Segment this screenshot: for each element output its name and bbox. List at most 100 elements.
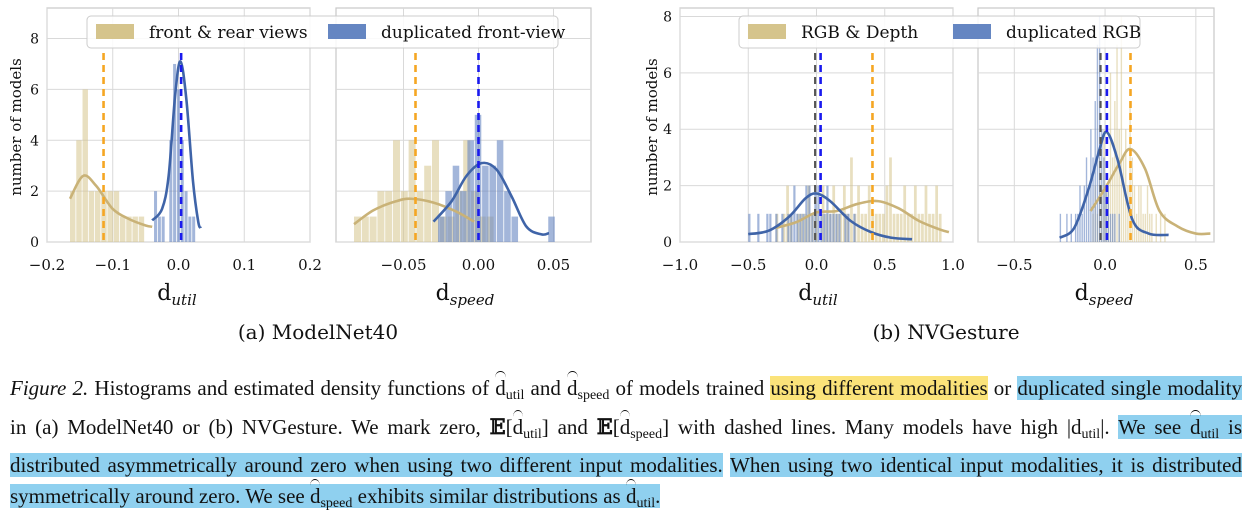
x-tick-label: 0.0 xyxy=(167,256,191,274)
highlight-yellow: using different modalities xyxy=(770,376,988,400)
histogram-bar-blue xyxy=(504,191,511,242)
caption-text: and xyxy=(548,414,597,439)
histogram-bar-blue xyxy=(1107,185,1109,242)
caption-text: with dashed lines. Many models have high xyxy=(669,414,1067,439)
histogram-bar-gold xyxy=(935,185,939,242)
histogram-bar-gold xyxy=(867,185,871,242)
histogram-bar-blue xyxy=(748,213,751,242)
histogram-bar-blue xyxy=(548,216,555,242)
caption-subscript: speed xyxy=(577,388,610,403)
caption-text: [ xyxy=(612,414,620,439)
histogram-bar-gold xyxy=(1149,213,1151,242)
histogram-bar-blue xyxy=(802,213,805,242)
x-tick-label: 0.5 xyxy=(1184,256,1208,274)
legend-swatch-gold xyxy=(748,24,786,39)
y-tick-label: 2 xyxy=(663,179,672,195)
kde-curve-blue xyxy=(748,192,913,241)
histogram-bar-blue xyxy=(838,213,841,242)
histogram-bar-gold xyxy=(76,140,82,242)
caption-text xyxy=(1110,415,1118,439)
histogram-bar-gold xyxy=(408,140,416,242)
histogram-bar-gold xyxy=(1120,16,1123,243)
histogram-bar-gold xyxy=(138,216,145,242)
x-tick-label: 0.0 xyxy=(805,256,829,274)
histogram-bar-gold xyxy=(107,191,113,242)
caption-text xyxy=(723,453,730,477)
histogram-bar-gold xyxy=(1125,129,1127,242)
histogram-bar-blue xyxy=(1070,213,1072,242)
kde-curve-gold xyxy=(775,199,950,234)
histogram-bar-gold xyxy=(906,213,910,242)
histogram-bar-gold xyxy=(938,213,942,242)
histogram-bar-gold xyxy=(882,213,885,242)
histogram-bar-gold xyxy=(393,140,400,242)
histogram-bar-blue xyxy=(511,216,519,242)
histogram-bar-blue xyxy=(766,213,769,242)
caption-text: in (a) ModelNet40 or (b) NVGesture. We m… xyxy=(10,414,490,439)
d-hat-symbol: d xyxy=(567,371,578,404)
histogram-bar-blue xyxy=(157,216,161,242)
histogram-bar-gold xyxy=(354,216,361,242)
histogram-bar-blue xyxy=(467,140,474,242)
histogram-bar-gold xyxy=(1144,213,1147,242)
histogram-bar-blue xyxy=(192,216,196,242)
histogram-bar-gold xyxy=(1129,101,1131,242)
histogram-bar-gold xyxy=(910,213,914,242)
histogram-bar-blue xyxy=(184,191,188,242)
caption-text: We see xyxy=(1118,414,1191,439)
kde-curve-gold xyxy=(68,174,153,229)
y-tick-label: 0 xyxy=(30,235,39,251)
histogram-bar-gold xyxy=(1116,44,1118,242)
legend-label: duplicated front-view xyxy=(381,23,566,43)
histogram-bar-blue xyxy=(796,213,799,242)
histogram-bar-gold xyxy=(786,185,789,242)
histogram-bar-blue xyxy=(817,185,820,242)
figure-2-histograms: 0 2 4 6 8 −0.2 −0.1 0.0 0.1 0.2 −0.05 0.00 0.05 0 2 4 6 8… xyxy=(7,7,1215,344)
legend-label: front & rear views xyxy=(149,23,308,43)
caption-text: exhibits similar distributions as xyxy=(352,483,626,508)
histogram-bar-blue xyxy=(847,213,850,242)
histogram-bar-gold xyxy=(1133,185,1136,242)
histogram-bar-blue xyxy=(438,216,445,242)
histogram-bar-gold xyxy=(471,191,478,242)
histogram-bar-blue xyxy=(452,165,460,242)
histogram-bar-blue xyxy=(790,213,793,242)
histogram-bar-blue xyxy=(1101,129,1103,242)
histogram-bar-gold xyxy=(1140,185,1142,242)
caption-text: and xyxy=(524,376,567,400)
x-axis-label-util: dutil xyxy=(157,281,197,309)
y-axis-label: number of models xyxy=(7,58,25,196)
histogram-bar-gold xyxy=(921,213,924,242)
histogram-bar-gold xyxy=(800,213,804,242)
figure-caption: Figure 2. Histograms and estimated densi… xyxy=(10,371,1243,519)
y-tick-label: 2 xyxy=(30,184,39,200)
caption-subscript: speed xyxy=(320,495,353,511)
histogram-bar-blue xyxy=(826,185,829,242)
histogram-bar-gold xyxy=(850,157,853,242)
histogram-bar-gold xyxy=(94,191,101,242)
legend-label: duplicated RGB xyxy=(1006,23,1141,43)
histogram-bar-blue xyxy=(1114,213,1116,242)
histogram-bar-gold xyxy=(88,191,95,242)
histogram-bar-blue xyxy=(445,191,452,242)
histogram-bar-blue xyxy=(173,63,177,243)
x-tick-label: −1.0 xyxy=(662,256,698,274)
kde-curve-blue xyxy=(151,60,203,229)
x-tick-label: −0.1 xyxy=(95,256,131,274)
caption-subscript: util xyxy=(523,426,542,442)
histogram-bar-gold xyxy=(400,191,408,242)
histogram-bar-gold xyxy=(874,213,878,242)
x-axis-label-util: dutil xyxy=(798,281,838,309)
x-tick-label: 0.1 xyxy=(232,256,256,274)
histogram-bar-gold xyxy=(385,191,393,242)
histogram-bar-gold xyxy=(1131,157,1133,242)
histogram-bar-gold xyxy=(463,140,471,242)
legend-nvgesture: RGB & Depth duplicated RGB xyxy=(738,15,1141,49)
x-tick-label: 0.05 xyxy=(537,256,570,274)
histogram-bar-blue xyxy=(799,213,802,242)
y-tick-label: 6 xyxy=(30,82,39,98)
histogram-bar-gold xyxy=(928,213,931,242)
histogram-bar-gold xyxy=(892,213,896,242)
subplot-speed: −0.5 0.0 0.5 xyxy=(977,7,1215,274)
x-tick-label: −0.05 xyxy=(381,256,427,274)
